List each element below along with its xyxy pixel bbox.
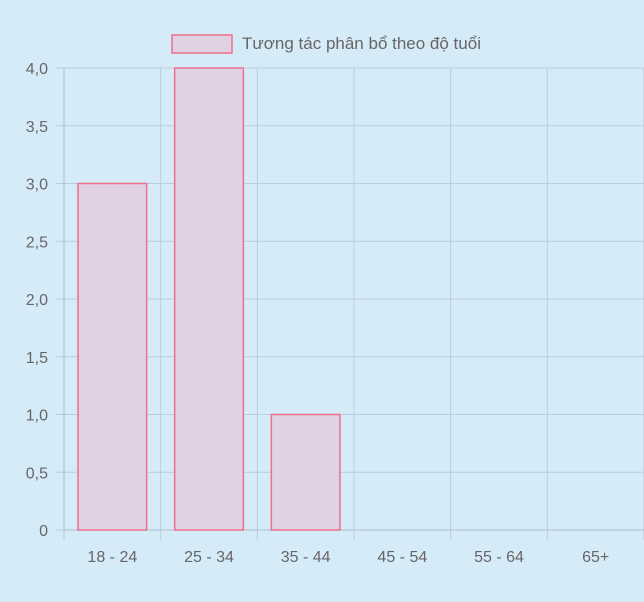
y-tick-label: 2,0 [26,292,48,309]
legend-label: Tương tác phân bổ theo độ tuổi [242,34,481,53]
bars [77,67,341,531]
x-tick-label: 65+ [582,549,609,566]
y-tick-label: 0 [39,523,48,540]
x-tick-label: 18 - 24 [87,549,137,566]
bar-35-44[interactable] [270,413,341,531]
y-tick-label: 0,5 [26,465,48,482]
legend[interactable]: Tương tác phân bổ theo độ tuổi [171,34,481,54]
bar-25-34[interactable] [173,67,245,531]
x-tick-label: 35 - 44 [281,549,331,566]
y-tick-label: 3,5 [26,119,48,136]
x-tick-label: 55 - 64 [474,549,524,566]
grid [56,67,644,540]
axes [63,68,644,531]
y-tick-label: 1,0 [26,408,48,425]
legend-swatch[interactable] [171,34,233,54]
y-tick-label: 4,0 [26,61,48,78]
x-tick-label: 25 - 34 [184,549,234,566]
y-tick-label: 3,0 [26,177,48,194]
y-tick-label: 2,5 [26,234,48,251]
x-axis-tick-labels: 18 - 24 25 - 34 35 - 44 45 - 54 55 - 64 65+ [87,549,609,566]
bar-18-24[interactable] [77,182,148,531]
y-tick-label: 1,5 [26,350,48,367]
x-tick-label: 45 - 54 [377,549,427,566]
y-axis-tick-labels: 0 0,5 1,0 1,5 2,0 2,5 3,0 3,5 4,0 [26,61,48,540]
